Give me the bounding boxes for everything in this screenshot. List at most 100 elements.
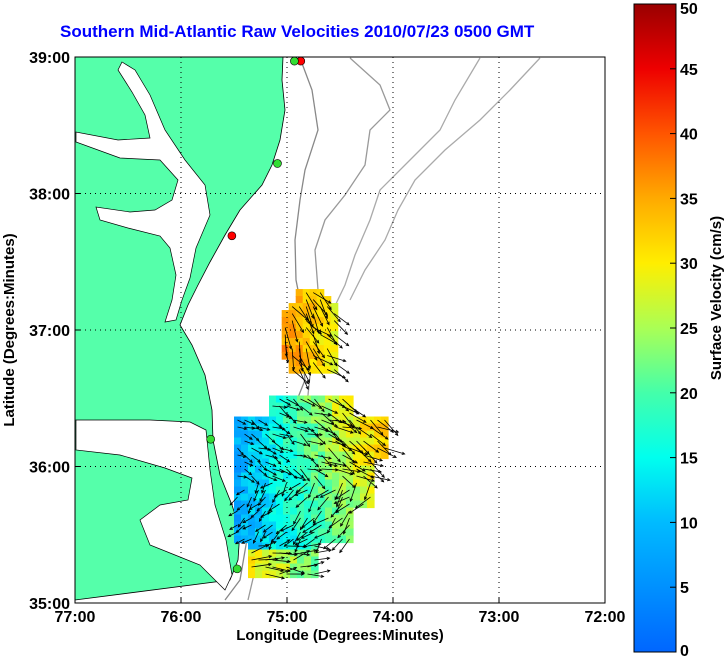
velocity-arrow: [258, 419, 268, 426]
slope-contour-1: [325, 57, 481, 336]
velocity-cell: [241, 500, 249, 509]
velocity-arrowhead: [307, 365, 312, 370]
velocity-arrow: [291, 369, 309, 384]
velocity-arrow: [334, 496, 350, 504]
velocity-cell: [241, 521, 249, 530]
velocity-cell: [283, 507, 291, 516]
velocity-cell: [283, 472, 291, 481]
x-axis-label: Longitude (Degrees:Minutes): [236, 627, 444, 644]
velocity-cell: [276, 514, 284, 523]
velocity-arrowhead: [335, 496, 339, 500]
velocity-arrowhead: [371, 478, 376, 482]
velocity-cell: [290, 458, 298, 467]
velocity-arrowhead: [265, 544, 269, 548]
velocity-arrowhead: [295, 338, 299, 343]
velocity-arrow: [251, 555, 272, 561]
velocity-arrowhead: [286, 430, 291, 435]
velocity-arrowhead: [368, 434, 373, 438]
slope-contour-2: [349, 57, 541, 301]
velocity-arrow: [293, 398, 303, 411]
velocity-cell: [311, 563, 319, 572]
velocity-arrowhead: [337, 534, 341, 539]
velocity-cell: [360, 500, 368, 509]
velocity-arrow: [314, 433, 326, 445]
velocity-arrowhead: [291, 441, 295, 446]
velocity-arrow: [320, 334, 338, 345]
velocity-arrowhead: [315, 463, 320, 468]
velocity-cell: [234, 430, 242, 439]
velocity-arrowhead: [243, 426, 248, 431]
velocity-arrowhead: [375, 449, 380, 453]
velocity-arrowhead: [240, 452, 244, 456]
velocity-cell: [353, 430, 361, 439]
velocity-cell: [353, 451, 361, 460]
velocity-arrow: [349, 405, 366, 418]
velocity-arrowhead: [345, 407, 350, 412]
velocity-arrowhead: [351, 471, 355, 475]
velocity-arrowhead: [262, 535, 267, 539]
velocity-arrow: [307, 573, 324, 578]
velocity-arrow: [321, 412, 334, 425]
velocity-arrowhead: [393, 454, 397, 458]
velocity-cell: [248, 521, 256, 530]
colorbar-tick-label: 5: [680, 580, 689, 597]
velocity-arrow: [342, 419, 357, 433]
velocity-arrow: [335, 419, 353, 427]
velocity-cell: [311, 535, 319, 544]
velocity-arrow: [265, 566, 284, 572]
velocity-cell: [309, 366, 318, 374]
velocity-cell: [297, 486, 305, 495]
velocity-arrowhead: [309, 412, 313, 416]
velocity-arrow: [244, 433, 253, 440]
velocity-cell: [269, 486, 277, 495]
velocity-cell: [255, 563, 263, 572]
velocity-cell: [339, 521, 347, 530]
velocity-cell: [325, 514, 333, 523]
velocity-arrow: [300, 468, 310, 482]
velocity-cell: [290, 409, 298, 418]
velocity-arrowhead: [380, 463, 384, 468]
velocity-cell: [281, 352, 290, 360]
velocity-cell: [346, 472, 354, 481]
velocity-cell: [339, 500, 347, 509]
velocity-cell: [311, 507, 319, 516]
velocity-cell: [276, 528, 284, 537]
velocity-arrowhead: [321, 485, 326, 490]
velocity-cell: [318, 521, 326, 530]
velocity-arrow: [328, 433, 343, 443]
velocity-arrowhead: [273, 451, 277, 455]
velocity-cell: [276, 437, 284, 446]
velocity-arrowhead: [346, 370, 350, 374]
velocity-arrowhead: [303, 442, 308, 447]
velocity-cell: [367, 451, 375, 460]
velocity-cell: [290, 500, 298, 509]
velocity-cell: [295, 317, 304, 325]
velocity-arrow: [293, 550, 310, 561]
velocity-arrow: [312, 292, 331, 304]
velocity-cell: [318, 500, 326, 509]
velocity-cell: [269, 493, 277, 502]
velocity-arrow: [370, 419, 384, 436]
velocity-arrowhead: [281, 493, 285, 497]
velocity-cell: [281, 310, 290, 318]
velocity-arrow: [272, 566, 290, 572]
hf-radar-station: [232, 564, 242, 574]
velocity-arrowhead: [334, 423, 339, 427]
velocity-arrow: [333, 320, 348, 335]
velocity-arrowhead: [324, 315, 328, 320]
velocity-arrowhead: [304, 429, 309, 433]
velocity-arrowhead: [247, 510, 251, 515]
velocity-arrow: [244, 426, 255, 429]
velocity-arrow: [229, 496, 238, 506]
velocity-cell: [304, 507, 312, 516]
velocity-arrow: [340, 510, 350, 527]
velocity-arrow: [242, 517, 252, 523]
velocity-arrow: [312, 306, 323, 327]
velocity-arrow: [238, 517, 245, 528]
velocity-arrow: [335, 468, 353, 475]
velocity-arrowhead: [322, 374, 326, 379]
velocity-cell: [297, 500, 305, 509]
velocity-arrow: [342, 461, 355, 475]
velocity-arrowhead: [259, 514, 264, 518]
velocity-arrowhead: [272, 499, 276, 504]
